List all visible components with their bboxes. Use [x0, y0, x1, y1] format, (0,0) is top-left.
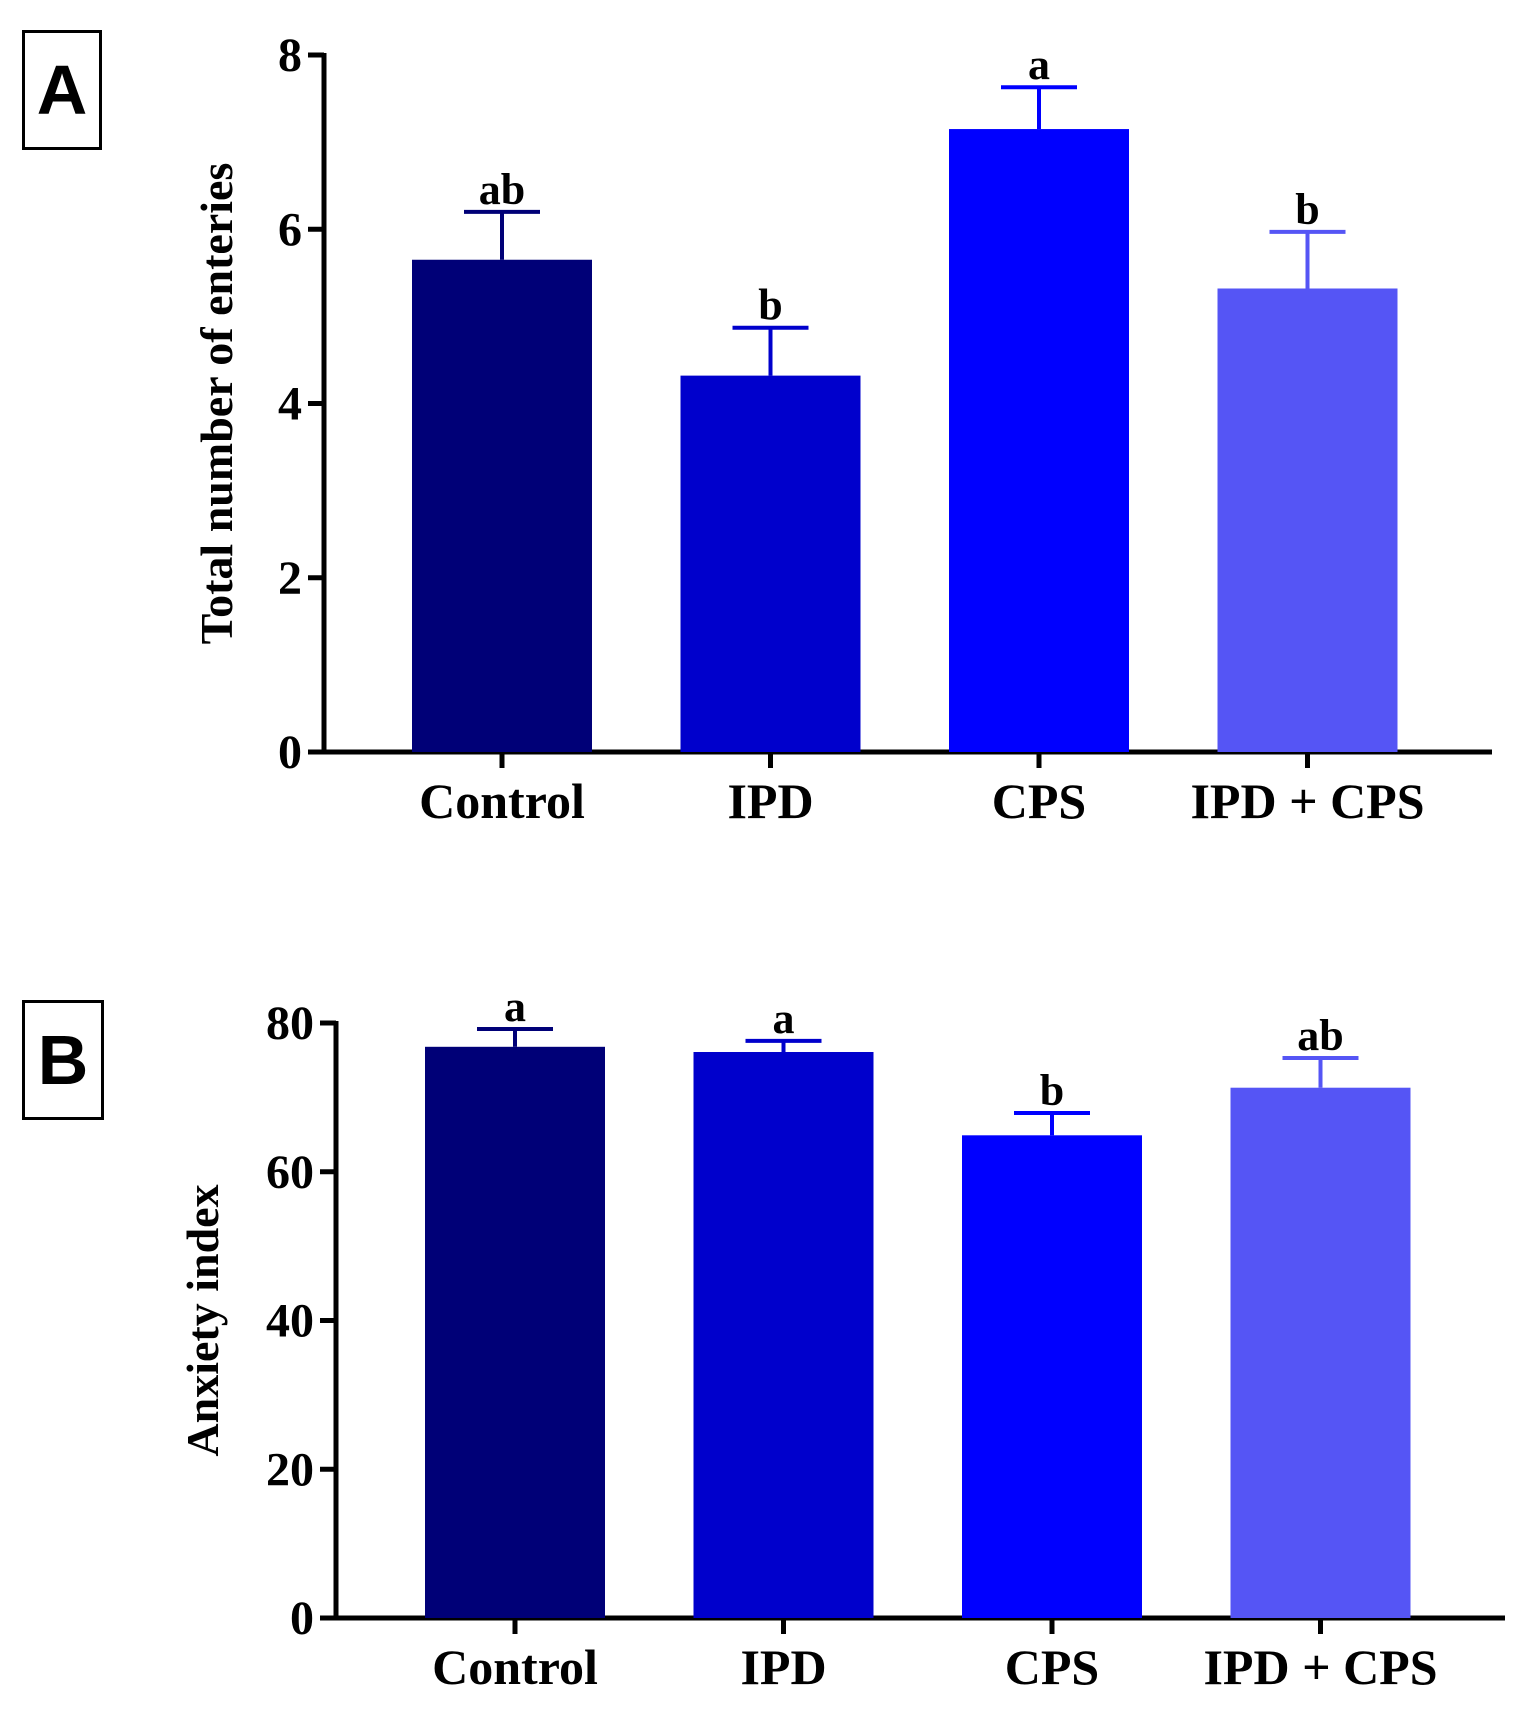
- x-tick-label-a-1: IPD: [727, 773, 813, 829]
- panel-label-a: A: [36, 51, 88, 129]
- y-tick-label-b-3: 60: [266, 1146, 314, 1199]
- x-tick-label-a-3: IPD + CPS: [1190, 773, 1424, 829]
- x-tick-label-b-1: IPD: [740, 1639, 826, 1695]
- significance-label-b-2: b: [1040, 1066, 1064, 1115]
- y-tick-label-b-0: 0: [290, 1592, 314, 1645]
- y-tick-label-b-1: 20: [266, 1443, 314, 1496]
- significance-label-a-2: a: [1028, 40, 1050, 89]
- x-tick-label-b-3: IPD + CPS: [1203, 1639, 1437, 1695]
- panel-label-b-box: B: [22, 1000, 104, 1120]
- x-tick-label-a-2: CPS: [992, 773, 1086, 829]
- y-tick-label-a-2: 4: [278, 378, 302, 431]
- significance-label-b-1: a: [773, 994, 795, 1043]
- y-axis-label-a: Total number of enteries: [191, 163, 242, 645]
- bar-b-3: [1230, 1087, 1411, 1618]
- bar-a-1: [680, 375, 861, 752]
- chart-panel-b: B 0 20 40 60 80 Anxiety index a Control a IPD b CPS…: [0, 870, 1520, 1726]
- bar-b-0: [425, 1046, 605, 1618]
- y-tick-label-a-3: 6: [278, 203, 302, 256]
- y-tick-label-b-2: 40: [266, 1295, 314, 1348]
- y-tick-label-a-0: 0: [278, 726, 302, 779]
- panel-label-b: B: [37, 1021, 89, 1099]
- bar-b-2: [962, 1135, 1142, 1618]
- x-tick-label-b-2: CPS: [1005, 1639, 1099, 1695]
- y-tick-label-b-4: 80: [266, 997, 314, 1050]
- significance-label-b-0: a: [504, 982, 526, 1031]
- bar-a-0: [412, 259, 592, 752]
- x-tick-label-a-0: Control: [419, 773, 585, 829]
- panel-label-a-box: A: [22, 30, 102, 150]
- significance-label-b-3: ab: [1297, 1011, 1343, 1060]
- y-tick-label-a-1: 2: [278, 552, 302, 605]
- bar-a-2: [949, 129, 1129, 752]
- chart-panel-a: A 0 2 4 6 8 Total number of enteries ab Control…: [22, 29, 1492, 829]
- x-tick-label-b-0: Control: [432, 1639, 598, 1695]
- significance-label-a-3: b: [1295, 185, 1319, 234]
- bar-chart-b: 0 20 40 60 80 Anxiety index a Control a IPD b CPS ab…: [177, 982, 1505, 1695]
- significance-label-a-0: ab: [479, 165, 525, 214]
- bar-b-1: [693, 1052, 874, 1618]
- y-axis-label-b: Anxiety index: [177, 1184, 228, 1456]
- significance-label-a-1: b: [758, 281, 782, 330]
- bar-a-3: [1217, 288, 1398, 752]
- y-tick-label-a-4: 8: [278, 29, 302, 82]
